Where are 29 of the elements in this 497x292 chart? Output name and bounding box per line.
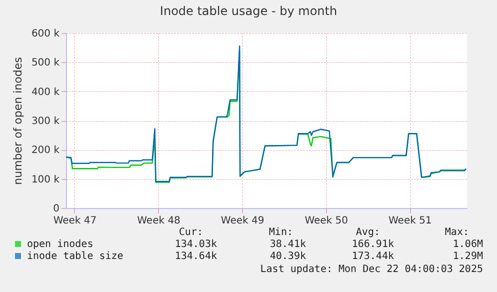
legend-label: inode table size	[27, 251, 124, 262]
text: Max:	[444, 227, 469, 238]
y-tick-label: 200 k	[31, 145, 60, 156]
y-tick-label: 300 k	[31, 116, 60, 127]
x-tick-label: Week 51	[388, 216, 432, 226]
text: Last update: Mon Dec 22 04:00:03 2025	[260, 264, 483, 275]
y-tick-label: 600 k	[31, 28, 60, 40]
text: 1.29M	[452, 251, 483, 262]
chart-title: Inode table usage - by month	[160, 4, 338, 18]
y-tick-label: 400 k	[31, 86, 60, 98]
x-tick-label: Week 47	[53, 216, 97, 226]
legend-label: open inodes	[27, 239, 94, 250]
text: 134.64k	[174, 251, 217, 262]
text: Cur:	[178, 227, 203, 238]
x-tick-label: Week 49	[220, 216, 264, 226]
text: 134.03k	[174, 239, 217, 250]
text: 173.44k	[352, 251, 394, 262]
y-tick-label: 500 k	[31, 58, 60, 69]
text: Min:	[268, 227, 293, 238]
y-axis-title: number of open inodes	[11, 56, 24, 185]
text: Avg:	[356, 227, 380, 238]
y-tick-label: 100 k	[31, 174, 60, 186]
x-tick-label: Week 48	[137, 216, 180, 226]
text: 1.06M	[452, 239, 483, 250]
y-tick-label: 0	[53, 204, 60, 214]
text: 166.91k	[352, 239, 394, 250]
text: 38.41k	[270, 239, 306, 250]
text: 40.39k	[270, 251, 306, 262]
x-tick-label: Week 50	[304, 216, 348, 226]
